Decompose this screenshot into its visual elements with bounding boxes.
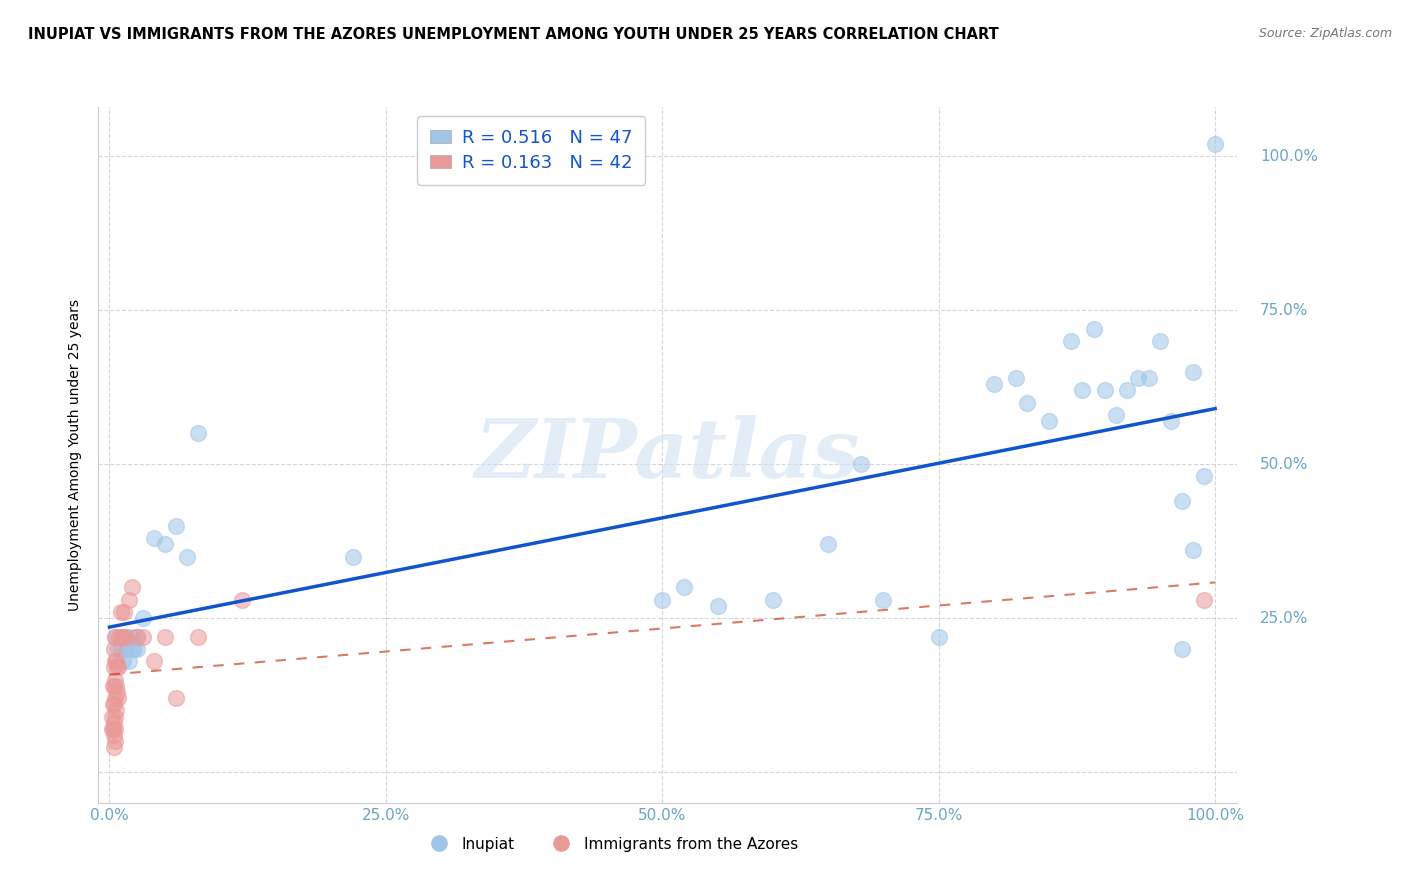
Point xyxy=(103,679,125,693)
Point xyxy=(1171,641,1194,656)
Point xyxy=(1083,321,1105,335)
Point xyxy=(127,641,149,656)
Point xyxy=(165,518,187,533)
Point xyxy=(121,580,143,594)
Point xyxy=(1192,469,1215,483)
Point xyxy=(1038,414,1060,428)
Point xyxy=(1126,371,1149,385)
Point xyxy=(928,630,950,644)
Point xyxy=(101,698,124,712)
Point xyxy=(115,641,138,656)
Point xyxy=(112,605,135,619)
Point xyxy=(100,722,122,736)
Point xyxy=(131,611,153,625)
Point xyxy=(103,660,125,674)
Point xyxy=(104,630,127,644)
Text: 75.0%: 75.0% xyxy=(1260,302,1309,318)
Point xyxy=(105,660,128,674)
Point xyxy=(105,679,128,693)
Point xyxy=(103,740,125,755)
Y-axis label: Unemployment Among Youth under 25 years: Unemployment Among Youth under 25 years xyxy=(69,299,83,611)
Point xyxy=(153,537,176,551)
Point xyxy=(107,641,129,656)
Point xyxy=(187,630,209,644)
Text: Source: ZipAtlas.com: Source: ZipAtlas.com xyxy=(1258,27,1392,40)
Point xyxy=(762,592,785,607)
Point xyxy=(1171,494,1194,508)
Point xyxy=(127,630,149,644)
Point xyxy=(142,654,165,668)
Point xyxy=(187,426,209,441)
Point xyxy=(1160,414,1182,428)
Point xyxy=(100,709,122,723)
Point xyxy=(104,722,127,736)
Point xyxy=(983,377,1005,392)
Point xyxy=(1204,136,1226,151)
Point xyxy=(127,630,149,644)
Point xyxy=(165,691,187,706)
Point xyxy=(1094,384,1116,398)
Point xyxy=(108,630,131,644)
Legend: Inupiat, Immigrants from the Azores: Inupiat, Immigrants from the Azores xyxy=(418,830,804,858)
Point xyxy=(104,709,127,723)
Point xyxy=(673,580,696,594)
Point xyxy=(103,698,125,712)
Point xyxy=(231,592,253,607)
Point xyxy=(103,728,125,742)
Point xyxy=(118,654,141,668)
Point xyxy=(706,599,728,613)
Point xyxy=(122,641,145,656)
Point xyxy=(153,630,176,644)
Text: INUPIAT VS IMMIGRANTS FROM THE AZORES UNEMPLOYMENT AMONG YOUTH UNDER 25 YEARS CO: INUPIAT VS IMMIGRANTS FROM THE AZORES UN… xyxy=(28,27,998,42)
Point xyxy=(1017,395,1039,409)
Point xyxy=(1149,334,1171,348)
Point xyxy=(1137,371,1160,385)
Point xyxy=(142,531,165,545)
Point xyxy=(1060,334,1083,348)
Point xyxy=(872,592,894,607)
Point xyxy=(1104,408,1126,422)
Point xyxy=(176,549,198,564)
Point xyxy=(1192,592,1215,607)
Point xyxy=(651,592,673,607)
Point xyxy=(115,630,138,644)
Point xyxy=(105,703,128,717)
Point xyxy=(1182,543,1205,558)
Point xyxy=(1071,384,1094,398)
Point xyxy=(104,673,127,687)
Text: 50.0%: 50.0% xyxy=(1260,457,1309,472)
Point xyxy=(1005,371,1028,385)
Text: 100.0%: 100.0% xyxy=(1260,149,1317,164)
Point xyxy=(103,715,125,730)
Point xyxy=(131,630,153,644)
Text: 25.0%: 25.0% xyxy=(1260,611,1309,625)
Point xyxy=(110,630,132,644)
Point xyxy=(342,549,364,564)
Point xyxy=(111,654,134,668)
Point xyxy=(107,660,129,674)
Point xyxy=(121,630,143,644)
Point xyxy=(110,641,132,656)
Point xyxy=(115,630,138,644)
Text: ZIPatlas: ZIPatlas xyxy=(475,415,860,495)
Point xyxy=(104,630,127,644)
Point xyxy=(110,605,132,619)
Point xyxy=(1182,365,1205,379)
Point xyxy=(105,685,128,699)
Point xyxy=(107,691,129,706)
Point xyxy=(817,537,839,551)
Point xyxy=(105,654,128,668)
Point xyxy=(104,734,127,748)
Point xyxy=(851,457,873,471)
Point xyxy=(121,641,143,656)
Point xyxy=(104,691,127,706)
Point xyxy=(101,679,124,693)
Point xyxy=(101,722,124,736)
Point xyxy=(118,592,141,607)
Point xyxy=(103,641,125,656)
Point xyxy=(104,654,127,668)
Point xyxy=(111,630,134,644)
Point xyxy=(1115,384,1137,398)
